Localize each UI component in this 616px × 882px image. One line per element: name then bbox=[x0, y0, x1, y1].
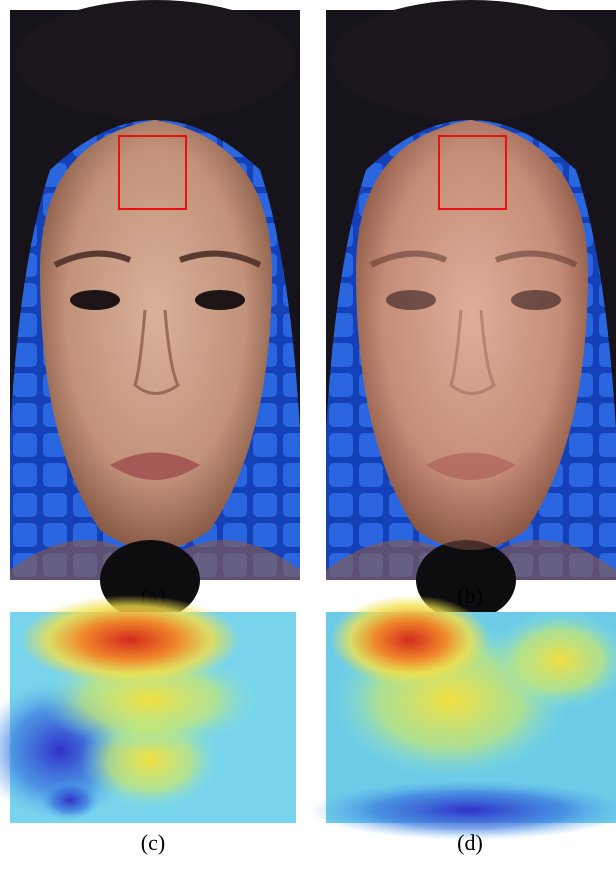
figure: #face .skin { fill: url(#skinA); } (a) (… bbox=[0, 0, 616, 882]
panel-label: (d) bbox=[457, 830, 483, 855]
panel-label: (b) bbox=[457, 583, 483, 608]
panel-label: (c) bbox=[141, 830, 165, 855]
heatmap-c bbox=[0, 595, 296, 823]
heatmap-d bbox=[310, 595, 616, 840]
photo-a bbox=[10, 0, 300, 620]
